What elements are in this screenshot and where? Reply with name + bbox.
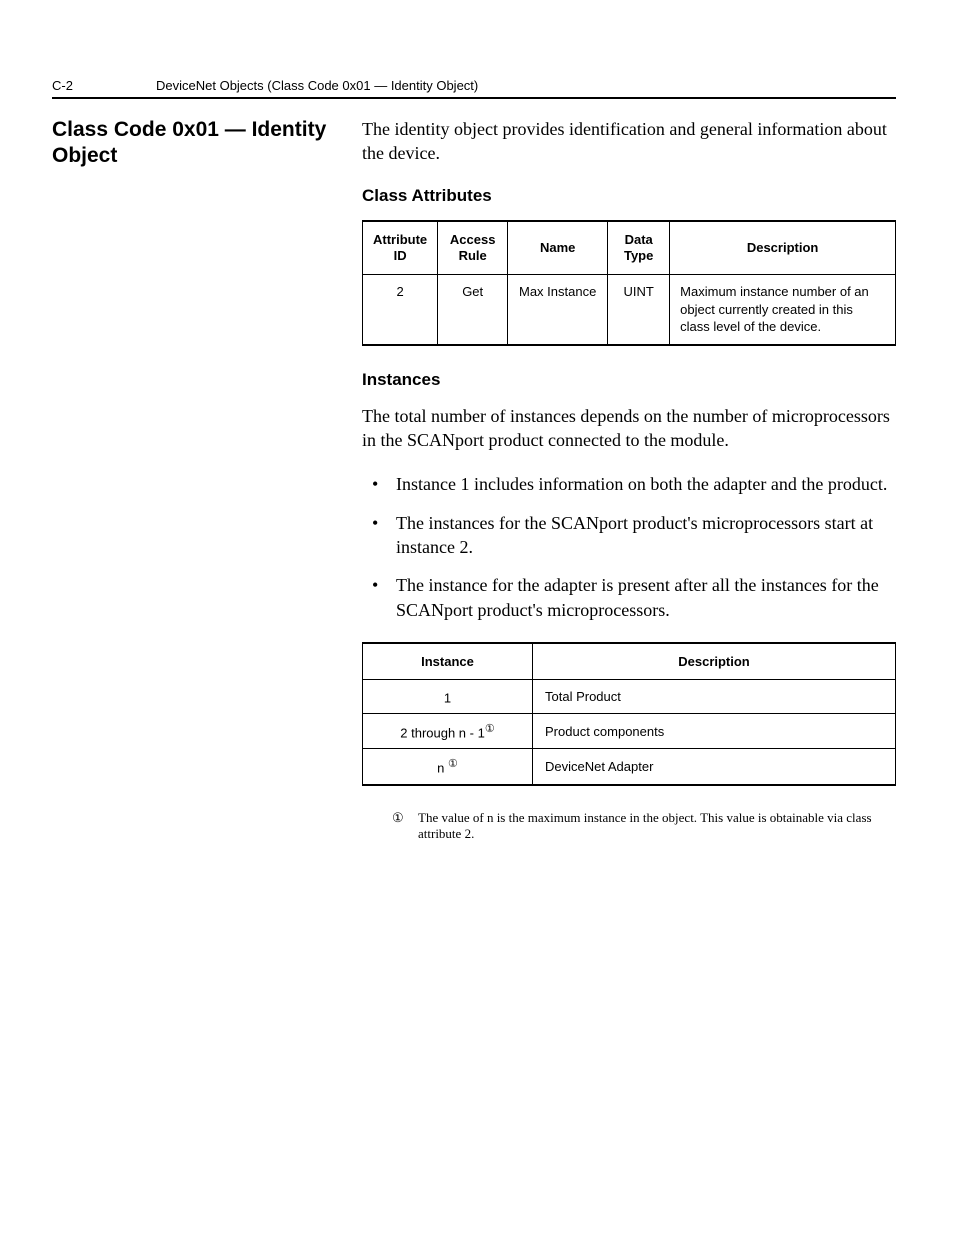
page: C-2 DeviceNet Objects (Class Code 0x01 —… xyxy=(0,0,954,902)
instances-table: Instance Description 1 Total Product 2 t… xyxy=(362,642,896,786)
table-row: 2 Get Max Instance UINT Maximum instance… xyxy=(363,275,896,345)
list-item: The instance for the adapter is present … xyxy=(362,573,896,622)
col-name: Name xyxy=(508,221,608,275)
col-access-rule: Access Rule xyxy=(438,221,508,275)
class-attributes-heading: Class Attributes xyxy=(362,186,896,206)
running-header: C-2 DeviceNet Objects (Class Code 0x01 —… xyxy=(52,78,896,99)
content: Class Code 0x01 — Identity Object The id… xyxy=(52,117,896,842)
col-desc: Description xyxy=(533,643,896,680)
cell-instance: 2 through n - 1① xyxy=(363,714,533,749)
cell-attr-id: 2 xyxy=(363,275,438,345)
col-description: Description xyxy=(670,221,896,275)
left-column: Class Code 0x01 — Identity Object xyxy=(52,117,362,170)
class-attributes-table: Attribute ID Access Rule Name Data Type … xyxy=(362,220,896,346)
right-column: The identity object provides identificat… xyxy=(362,117,896,842)
col-attribute-id: Attribute ID xyxy=(363,221,438,275)
footnote-text: The value of n is the maximum instance i… xyxy=(418,810,886,843)
table-row: 1 Total Product xyxy=(363,679,896,713)
cell-name: Max Instance xyxy=(508,275,608,345)
cell-desc: Total Product xyxy=(533,679,896,713)
list-item: Instance 1 includes information on both … xyxy=(362,472,896,496)
table-header-row: Attribute ID Access Rule Name Data Type … xyxy=(363,221,896,275)
cell-desc: DeviceNet Adapter xyxy=(533,749,896,785)
cell-instance: 1 xyxy=(363,679,533,713)
footnote: ① The value of n is the maximum instance… xyxy=(362,810,896,843)
cell-desc: Product components xyxy=(533,714,896,749)
instances-paragraph: The total number of instances depends on… xyxy=(362,404,896,453)
col-data-type: Data Type xyxy=(608,221,670,275)
chapter-title: DeviceNet Objects (Class Code 0x01 — Ide… xyxy=(156,78,478,93)
cell-access: Get xyxy=(438,275,508,345)
list-item: The instances for the SCANport product's… xyxy=(362,511,896,560)
col-instance: Instance xyxy=(363,643,533,680)
table-header-row: Instance Description xyxy=(363,643,896,680)
cell-desc: Maximum instance number of an object cur… xyxy=(670,275,896,345)
table-row: 2 through n - 1① Product components xyxy=(363,714,896,749)
cell-instance: n ① xyxy=(363,749,533,785)
intro-paragraph: The identity object provides identificat… xyxy=(362,117,896,166)
instances-bullets: Instance 1 includes information on both … xyxy=(362,472,896,621)
page-number: C-2 xyxy=(52,78,156,93)
instances-heading: Instances xyxy=(362,370,896,390)
section-title: Class Code 0x01 — Identity Object xyxy=(52,117,344,170)
cell-dtype: UINT xyxy=(608,275,670,345)
table-row: n ① DeviceNet Adapter xyxy=(363,749,896,785)
footnote-mark: ① xyxy=(392,810,418,843)
